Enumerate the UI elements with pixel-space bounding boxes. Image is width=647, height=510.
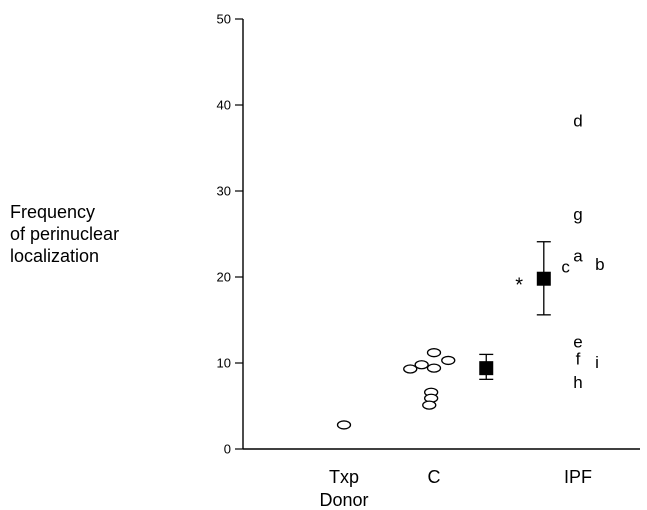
ipf-point-g: g xyxy=(573,205,582,224)
y-tick-label: 40 xyxy=(217,98,231,113)
ipf-point-a: a xyxy=(573,247,583,266)
ipf-point-i: i xyxy=(595,353,599,372)
control-point xyxy=(423,401,436,409)
x-category-label: Donor xyxy=(319,490,368,510)
ipf-point-c: c xyxy=(561,258,570,277)
mean-errorbar-ipf xyxy=(537,242,551,315)
control-point xyxy=(415,361,428,369)
mean-marker xyxy=(479,361,493,375)
y-tick-label: 30 xyxy=(217,184,231,199)
control-point xyxy=(442,356,455,364)
chart-marks xyxy=(338,242,551,429)
x-category-label: IPF xyxy=(564,467,592,487)
ipf-point-f: f xyxy=(576,350,581,369)
y-tick-label: 0 xyxy=(224,442,231,457)
ipf-point-d: d xyxy=(573,111,582,130)
y-tick-label: 50 xyxy=(217,12,231,27)
control-point xyxy=(428,364,441,372)
significance-asterisk: * xyxy=(515,275,523,297)
ipf-point-b: b xyxy=(595,255,604,274)
ipf-point-e: e xyxy=(573,333,582,352)
control-point xyxy=(404,365,417,373)
mean-errorbar-c xyxy=(479,354,493,379)
control-point xyxy=(428,349,441,357)
x-category-label: C xyxy=(428,467,441,487)
mean-marker xyxy=(537,272,551,286)
txp-point xyxy=(338,421,351,429)
ipf-point-h: h xyxy=(573,373,582,392)
chart-labels: 0 10 20 30 40 50 Txp Donor C IPF d g ac b ef ih * xyxy=(217,12,605,510)
x-category-label: Txp xyxy=(329,467,359,487)
y-tick-label: 20 xyxy=(217,270,231,285)
y-tick-label: 10 xyxy=(217,356,231,371)
